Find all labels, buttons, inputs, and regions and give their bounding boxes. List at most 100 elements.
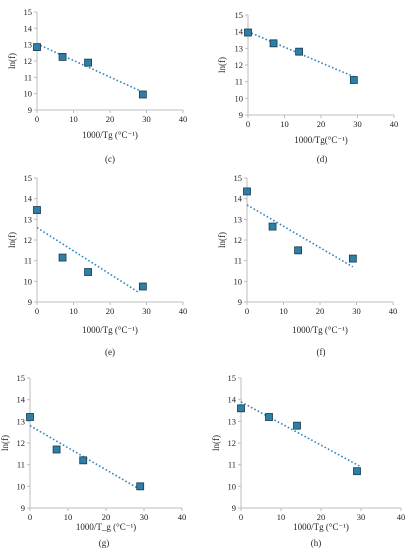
y-tick-label: 9	[28, 297, 32, 307]
y-tick-label: 11	[235, 77, 243, 87]
panel-caption: (c)	[105, 154, 115, 164]
y-tick-label: 10	[234, 276, 243, 286]
data-point	[136, 482, 145, 491]
data-point	[58, 53, 67, 61]
y-tick-label: 12	[24, 235, 33, 245]
data-point	[295, 47, 304, 56]
x-tick-label: 20	[106, 114, 115, 124]
chart-panel-2: 9 10 11 12 13 14 15 0 10 20 30 40 ln(f) 1000/Tg(°C⁻¹)	[217, 10, 398, 145]
x-tick-label: 20	[317, 119, 326, 129]
x-tick-label: 10	[69, 306, 78, 316]
y-tick-label: 11	[234, 256, 242, 266]
y-axis-label: ln(f)	[7, 53, 17, 69]
x-tick-label: 30	[142, 114, 151, 124]
data-point	[353, 467, 361, 476]
x-axis-label: 1000/Tg (°C⁻¹)	[292, 325, 348, 335]
y-tick-label: 9	[21, 503, 25, 513]
y-tick-label: 11	[24, 72, 32, 82]
x-axis-label: 1000/Tg(°C⁻¹)	[294, 135, 348, 145]
y-tick-label: 10	[235, 93, 244, 103]
y-tick-label: 13	[234, 214, 243, 224]
trendline	[36, 43, 144, 93]
trendline	[36, 226, 140, 294]
y-tick-label: 14	[17, 395, 26, 405]
data-point	[293, 421, 301, 430]
y-tick-label: 13	[228, 416, 237, 426]
x-tick-label: 20	[317, 512, 326, 522]
data-point	[349, 76, 358, 84]
y-tick-label: 10	[17, 481, 26, 491]
y-tick-label: 13	[24, 40, 33, 50]
panel-caption: (e)	[105, 347, 115, 357]
data-point	[33, 206, 41, 214]
y-axis-label: ln(f)	[217, 57, 227, 73]
y-tick-label: 10	[228, 481, 237, 491]
y-tick-label: 13	[235, 43, 244, 53]
y-tick-label: 15	[234, 173, 243, 183]
panel-caption: (d)	[317, 154, 328, 164]
panel-caption: (h)	[311, 538, 322, 548]
data-point	[269, 39, 278, 48]
y-tick-label: 14	[234, 194, 243, 204]
y-tick-label: 15	[17, 373, 26, 383]
y-axis-label: ln(f)	[7, 232, 17, 248]
y-tick-label: 12	[24, 56, 33, 66]
data-point	[84, 268, 92, 276]
y-tick-label: 15	[235, 10, 244, 20]
x-tick-label: 30	[142, 306, 151, 316]
chart-panel-5: 9 10 11 12 13 14 15 0 10 20 30 40 ln(f) 1000/T_g (°C⁻…	[0, 373, 186, 532]
x-tick-label: 30	[353, 119, 362, 129]
trendline	[246, 204, 354, 268]
y-tick-label: 15	[24, 173, 33, 183]
data-point	[244, 28, 252, 37]
y-tick-label: 12	[234, 235, 243, 245]
data-point	[79, 456, 88, 465]
x-tick-label: 30	[352, 306, 361, 316]
panel-caption: (g)	[99, 538, 110, 548]
y-tick-label: 9	[239, 110, 243, 120]
data-point	[33, 43, 41, 52]
data-point	[138, 90, 147, 99]
x-tick-label: 20	[106, 306, 115, 316]
x-tick-label: 40	[178, 512, 187, 522]
x-tick-label: 20	[316, 306, 325, 316]
x-axis-label: 1000/Tg (°C⁻¹)	[82, 325, 138, 335]
data-point	[52, 445, 61, 454]
x-tick-label: 40	[389, 306, 398, 316]
y-tick-label: 10	[24, 89, 33, 99]
y-axis-label: ln(f)	[0, 435, 10, 451]
y-tick-label: 11	[24, 256, 32, 266]
data-point	[237, 404, 245, 413]
chart-panel-1: 9 10 11 12 13 14 15 0 10 20 30 40 ln(f) 1000/Tg (°C⁻¹…	[7, 7, 187, 140]
y-tick-label: 10	[24, 276, 33, 286]
x-tick-label: 30	[140, 512, 149, 522]
x-tick-label: 0	[28, 512, 32, 522]
y-tick-label: 14	[24, 23, 33, 33]
x-tick-label: 20	[102, 512, 111, 522]
chart-panel-6: 9 10 11 12 13 14 15 0 10 20 30 40 ln(f) 1000/Tg (°C⁻¹…	[211, 373, 405, 532]
x-axis-label: 1000/T_g (°C⁻¹)	[76, 522, 136, 532]
x-tick-label: 10	[280, 119, 289, 129]
y-tick-label: 15	[24, 7, 33, 17]
y-tick-label: 12	[17, 438, 26, 448]
data-point	[26, 413, 34, 421]
x-tick-label: 40	[179, 306, 188, 316]
data-point	[58, 253, 67, 262]
y-tick-label: 12	[228, 438, 237, 448]
y-tick-label: 12	[235, 60, 244, 70]
y-tick-label: 9	[28, 105, 32, 115]
x-tick-label: 10	[277, 512, 286, 522]
data-point	[84, 58, 92, 67]
y-tick-label: 11	[17, 460, 25, 470]
x-axis-label: 1000/Tg (°C⁻¹)	[293, 522, 349, 532]
data-point	[265, 413, 273, 421]
chart-panel-3: 9 10 11 12 13 14 15 0 10 20 30 40 ln(f) 1000/Tg (°C⁻¹…	[7, 173, 187, 335]
x-tick-label: 30	[357, 512, 366, 522]
panel-caption: (f)	[317, 347, 326, 357]
y-tick-label: 9	[238, 297, 242, 307]
y-axis-label: ln(f)	[217, 232, 227, 248]
data-point	[348, 254, 357, 263]
y-tick-label: 9	[232, 503, 236, 513]
x-tick-label: 40	[397, 512, 405, 522]
